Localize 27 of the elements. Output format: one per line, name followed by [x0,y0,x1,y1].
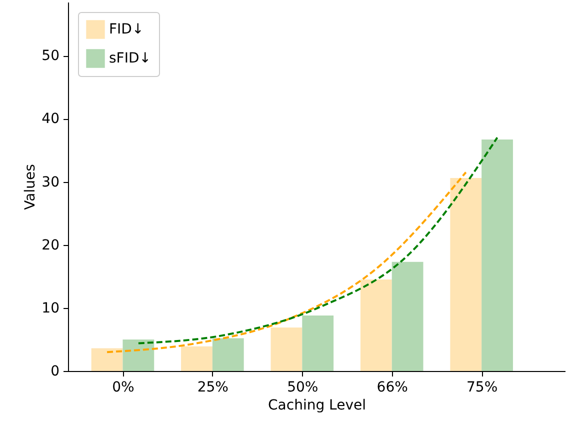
y-tick-label: 40 [42,111,60,128]
x-axis-title: Caching Level [268,398,366,414]
legend-label: FID↓ [109,22,144,38]
x-tick-label: 66% [376,380,408,396]
bar [91,348,123,371]
x-tick-label: 25% [197,380,228,396]
line-series [137,136,498,344]
legend-label: sFID↓ [109,50,151,66]
y-tick-label: 0 [50,364,60,380]
x-tick-label: 75% [466,380,498,396]
bar [450,178,482,371]
bar [392,262,424,371]
y-tick-label: 30 [42,174,60,190]
bar [122,339,154,371]
x-tick-label: 0% [112,380,134,396]
y-axis-title: Values [22,164,39,210]
x-tick-label: 50% [287,380,318,396]
y-tick-label: 10 [42,300,60,316]
bar [360,280,392,371]
bar [212,338,244,371]
y-tick-label: 50 [42,48,60,64]
bar [270,327,302,371]
line-series [106,171,467,354]
bar [302,315,334,371]
bar [181,346,212,371]
y-tick-label: 20 [42,237,60,254]
bar [482,140,513,371]
